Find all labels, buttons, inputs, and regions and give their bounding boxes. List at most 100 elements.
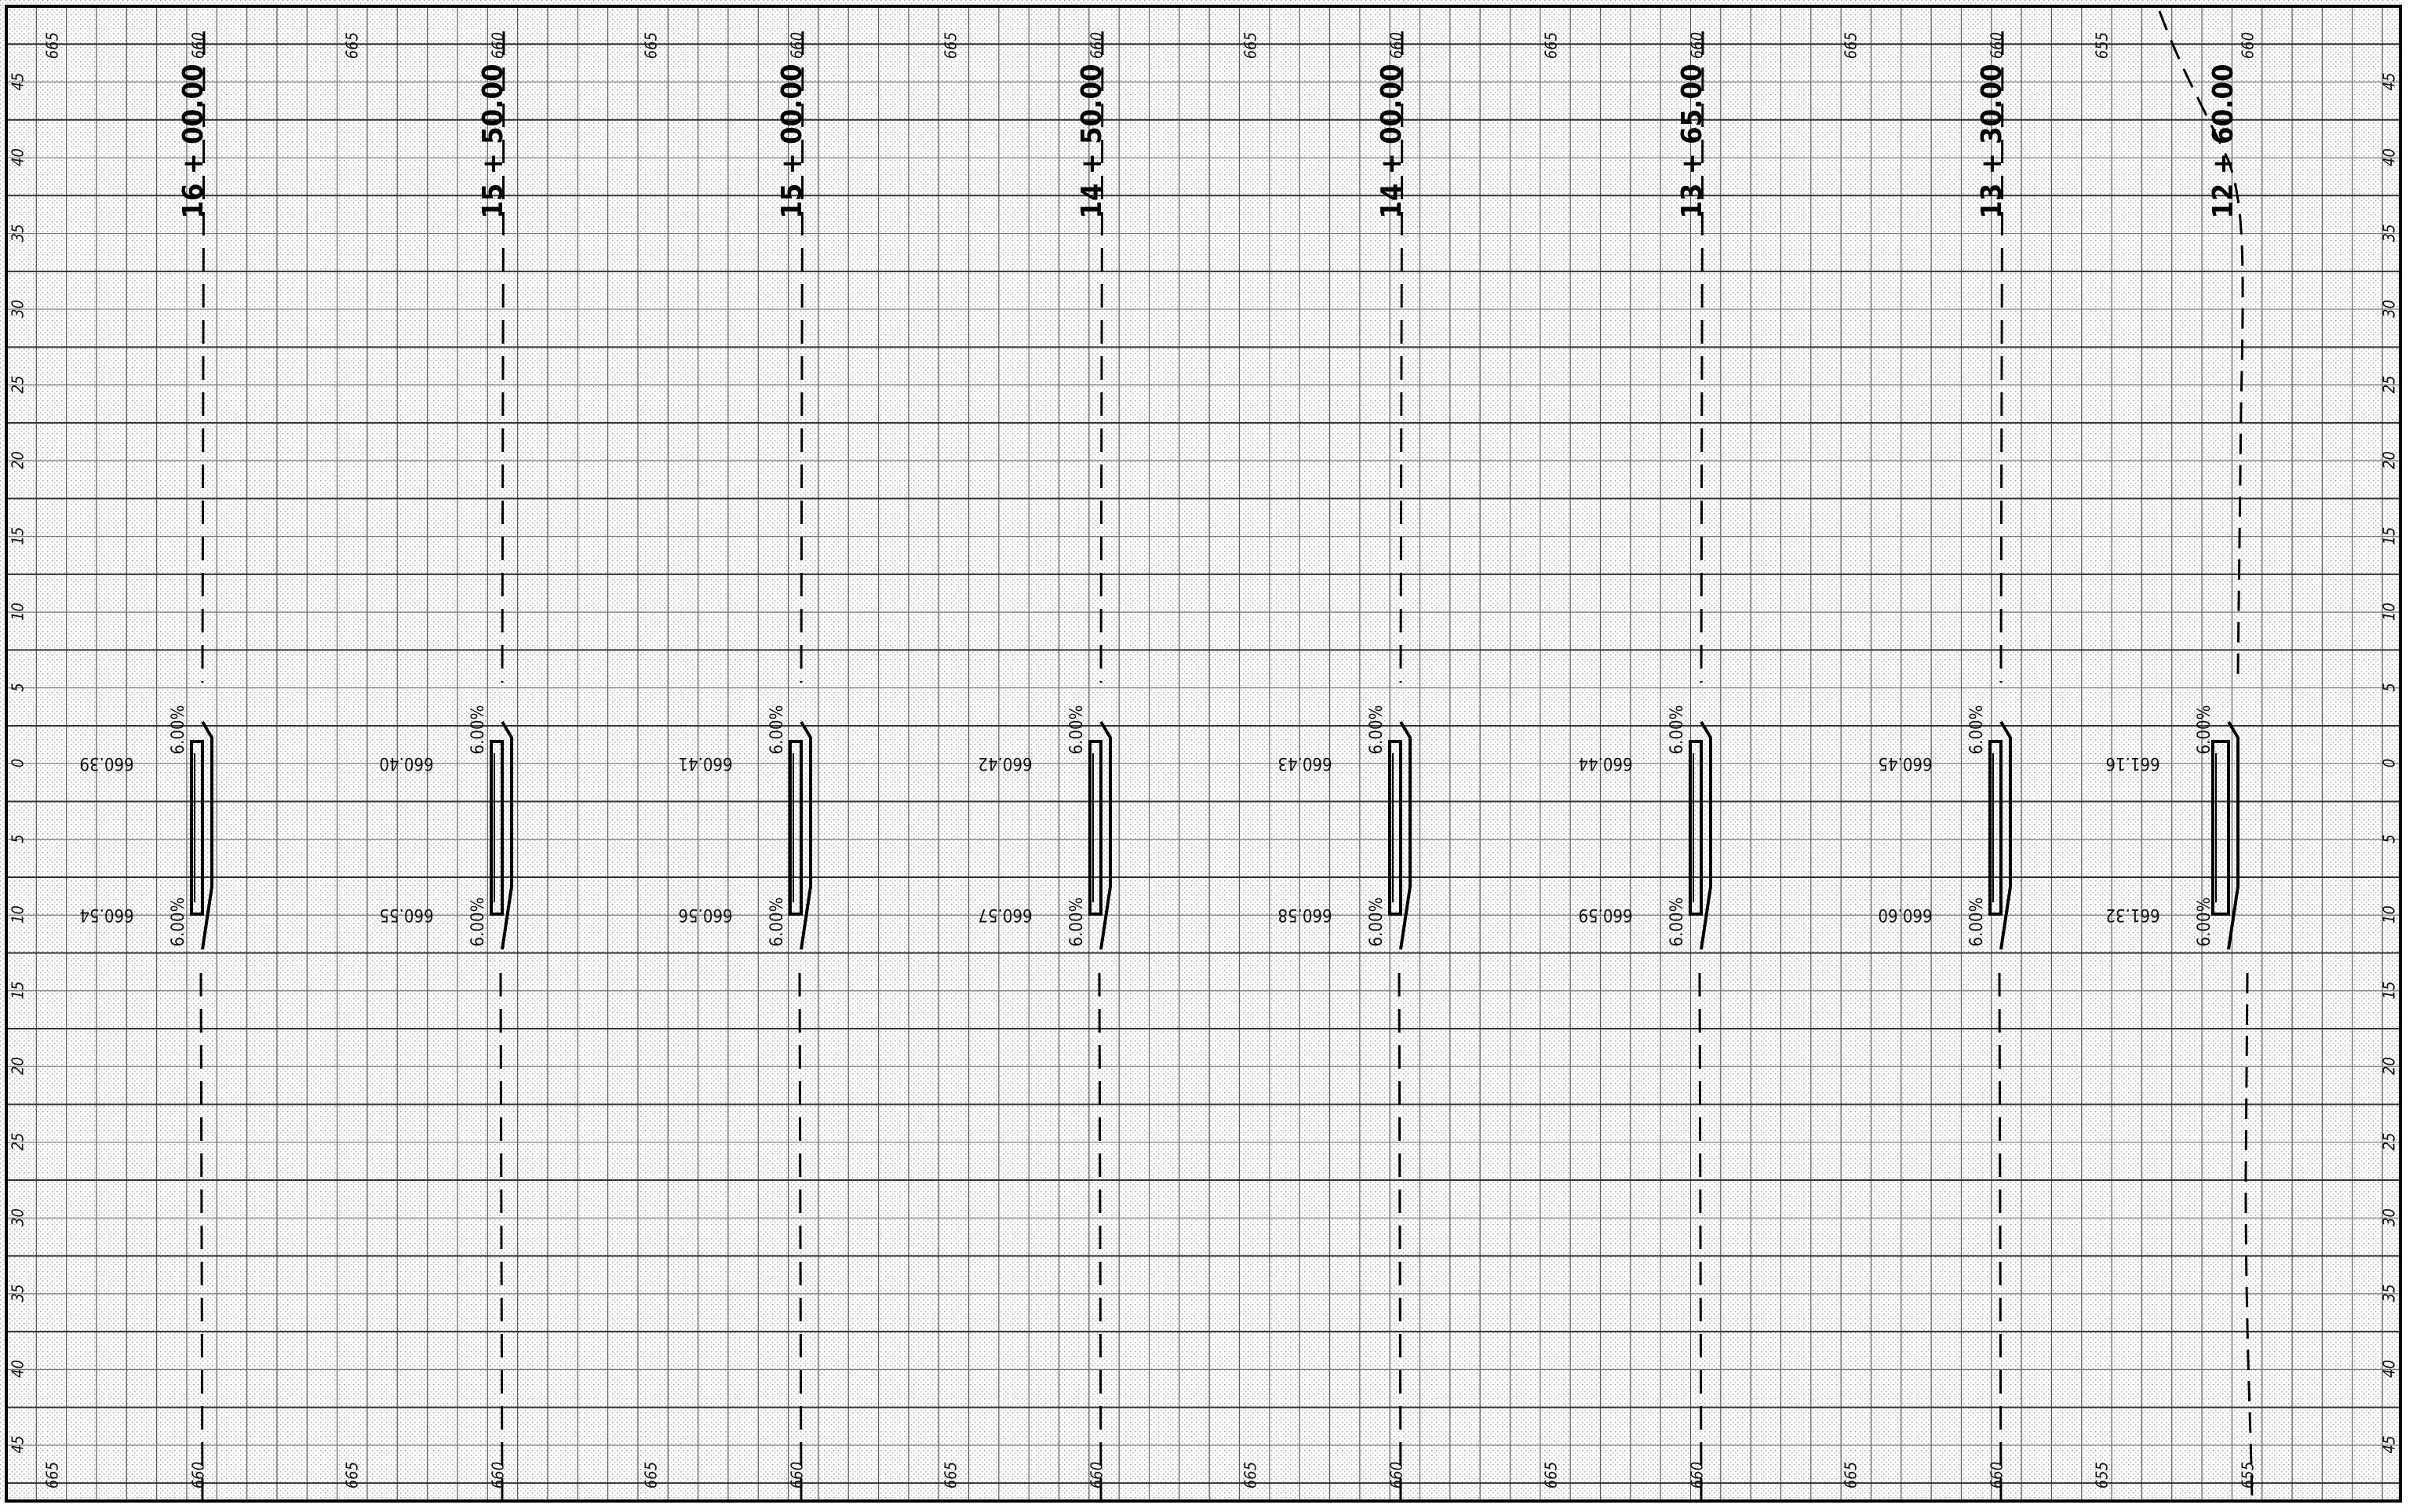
right-offset-label: 30 <box>2380 300 2399 318</box>
station-label: 13 + 65.00 <box>1676 64 1708 218</box>
elevation-grid-label-bottom: 655 <box>2239 1462 2258 1488</box>
proposed-section-outline <box>2227 720 2240 950</box>
existing-ground-line <box>199 972 204 1501</box>
station-label: 14 + 00.00 <box>1376 64 1408 218</box>
pavement-section <box>1689 740 1703 916</box>
sheet-border <box>5 5 2402 1503</box>
edge-elevation-label: 660.58 <box>1277 905 1332 924</box>
reference-elevation-label-bottom: 665 <box>1241 1462 1260 1488</box>
pavement-section <box>1088 740 1102 916</box>
reference-elevation-label-top: 655 <box>2093 32 2112 59</box>
existing-ground-line <box>499 972 504 1501</box>
station-label: 13 + 30.00 <box>1976 64 2008 218</box>
pavement-section <box>490 740 504 916</box>
reference-elevation-label-top: 665 <box>1842 32 1861 59</box>
existing-ground-line <box>1999 31 2004 683</box>
right-offset-label: 30 <box>2380 1208 2399 1226</box>
reference-elevation-label-top: 665 <box>642 32 661 59</box>
reference-elevation-label-bottom: 665 <box>942 1462 960 1488</box>
cross-slope-label-upper: 6.00% <box>2195 705 2214 755</box>
proposed-section-outline <box>1999 720 2012 950</box>
right-offset-label: 10 <box>2380 603 2399 621</box>
left-offset-label: 40 <box>9 1360 27 1378</box>
existing-ground-line <box>798 972 803 1501</box>
edge-elevation-label: 660.55 <box>379 905 433 924</box>
edge-elevation-label: 660.59 <box>1578 905 1632 924</box>
cross-slope-label-lower: 6.00% <box>468 898 488 947</box>
existing-ground-line <box>800 31 804 683</box>
elevation-grid-label-bottom: 660 <box>189 1462 208 1488</box>
left-offset-label: 15 <box>9 527 27 545</box>
reference-elevation-label-top: 665 <box>1241 32 1260 59</box>
edge-elevation-label: 660.54 <box>79 905 133 924</box>
elevation-grid-label-bottom: 660 <box>1688 1462 1707 1488</box>
cross-slope-label-lower: 6.00% <box>1367 898 1387 947</box>
elevation-grid-label-bottom: 660 <box>1988 1462 2006 1488</box>
left-offset-label: 15 <box>9 982 27 1000</box>
pavement-section <box>1988 740 2003 916</box>
reference-elevation-label-bottom: 655 <box>2093 1462 2112 1488</box>
existing-ground-line <box>2244 972 2254 1501</box>
right-offset-label: 40 <box>2380 1360 2399 1378</box>
proposed-section-outline <box>1099 720 1112 950</box>
reference-elevation-label-bottom: 665 <box>642 1462 661 1488</box>
cross-slope-label-lower: 6.00% <box>1967 898 1987 947</box>
cross-slope-label-upper: 6.00% <box>1667 705 1687 755</box>
cross-slope-label-lower: 6.00% <box>1667 898 1687 947</box>
right-offset-label: 35 <box>2380 1284 2399 1303</box>
right-offset-label: 45 <box>2380 1436 2399 1454</box>
left-offset-label: 25 <box>9 376 27 394</box>
left-offset-label: 20 <box>9 451 27 469</box>
existing-ground-line <box>1099 31 1104 683</box>
section-group: 660 660 665 665 16 + 00.00 6.00% 6.00% 660.39 66… <box>43 10 2258 1501</box>
edge-elevation-label: 660.57 <box>978 905 1032 924</box>
centerline-elevation-label: 660.43 <box>1277 753 1332 773</box>
right-offset-label: 20 <box>2380 451 2399 469</box>
left-offset-label: 5 <box>9 834 27 843</box>
cross-slope-label-upper: 6.00% <box>1067 705 1087 755</box>
left-offset-label: 0 <box>9 759 27 767</box>
right-offset-label: 0 <box>2380 759 2399 767</box>
cross-slope-label-upper: 6.00% <box>1967 705 1987 755</box>
proposed-section-outline <box>1399 720 1412 950</box>
elevation-grid-label-bottom: 660 <box>1088 1462 1106 1488</box>
pavement-section <box>190 740 204 916</box>
existing-ground-line <box>1698 972 1703 1501</box>
left-offset-label: 10 <box>9 905 27 924</box>
proposed-section-outline <box>501 720 513 950</box>
cross-slope-label-lower: 6.00% <box>1067 898 1087 947</box>
centerline-elevation-label: 660.40 <box>379 753 433 773</box>
pavement-section <box>1388 740 1402 916</box>
edge-elevation-label: 660.60 <box>1878 905 1932 924</box>
cross-slope-label-upper: 6.00% <box>169 705 188 755</box>
right-offset-label: 25 <box>2380 1133 2399 1151</box>
centerline-elevation-label: 660.45 <box>1878 753 1932 773</box>
centerline-elevation-label: 661.16 <box>2105 753 2159 773</box>
reference-elevation-label-top: 665 <box>1542 32 1561 59</box>
cross-slope-label-upper: 6.00% <box>767 705 787 755</box>
existing-ground-line <box>1398 972 1402 1501</box>
left-offset-label: 45 <box>9 1436 27 1454</box>
edge-elevation-label: 660.56 <box>678 905 732 924</box>
reference-elevation-label-top: 665 <box>43 32 62 59</box>
centerline-elevation-label: 660.42 <box>978 753 1032 773</box>
cross-slope-label-upper: 6.00% <box>468 705 488 755</box>
left-offset-label: 30 <box>9 1208 27 1226</box>
cross-section: 660 655 655 655 12 + 60.00 6.00% 6.00% 661.16 66… <box>2093 10 2258 1501</box>
elevation-grid-label-top: 660 <box>2239 32 2258 59</box>
right-offset-label: 15 <box>2380 527 2399 545</box>
proposed-section-outline <box>201 720 213 950</box>
station-label: 15 + 50.00 <box>477 64 509 218</box>
left-offset-label: 20 <box>9 1057 27 1075</box>
left-offset-label: 25 <box>9 1133 27 1151</box>
cross-slope-label-lower: 6.00% <box>169 898 188 947</box>
station-label: 14 + 50.00 <box>1076 64 1108 218</box>
existing-ground-line <box>1098 972 1102 1501</box>
left-offset-label: 5 <box>9 683 27 691</box>
